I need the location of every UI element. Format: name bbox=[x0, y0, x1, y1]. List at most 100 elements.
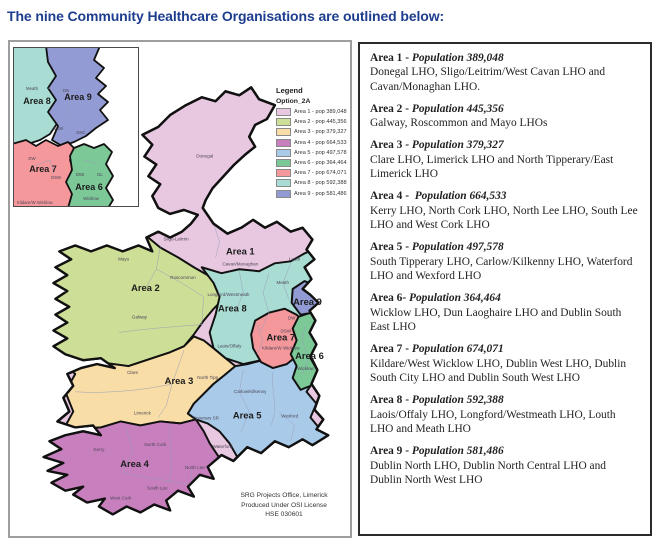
page-title: The nine Community Healthcare Organisati… bbox=[7, 8, 445, 24]
area-entry-name: Area 6 bbox=[370, 292, 403, 305]
map-county-label: Mayo bbox=[118, 256, 130, 261]
legend-item: Area 6 - pop 364,464 bbox=[276, 158, 350, 167]
area-entry-name: Area 2 bbox=[370, 102, 403, 115]
area-entry-description: Kildare/West Wicklow LHO, Dublin West LH… bbox=[370, 357, 627, 385]
area-entry-population: Population 497,578 bbox=[411, 241, 504, 254]
map-county-label: Wexford bbox=[281, 413, 298, 418]
map-attribution: SRG Projects Office, Limerick Produced Un… bbox=[226, 491, 342, 520]
map-county-label: Kerry bbox=[94, 447, 106, 452]
area-entry-separator: - bbox=[402, 394, 412, 407]
map-county-label: Laois/Offaly bbox=[217, 343, 242, 348]
area-entry-description: Kerry LHO, North Cork LHO, North Lee LHO… bbox=[370, 204, 638, 232]
dublin-inset-map: Meath DN DNW DNC DW DSW DSE DL Wicklow Kildare/W … bbox=[11, 45, 139, 209]
area-entry-separator: - bbox=[402, 343, 412, 356]
area-entry-description: Galway, Roscommon and Mayo LHOs bbox=[370, 117, 548, 130]
map-county-label: Waterford bbox=[213, 444, 233, 449]
area-entry-separator: - bbox=[402, 292, 410, 305]
area-info-panel: Area 1 - Population 389,048 Donegal LHO, … bbox=[358, 42, 652, 536]
area-entry: Area 9 - Population 581,486 Dublin North … bbox=[370, 444, 640, 487]
area-entry: Area 1 - Population 389,048 Donegal LHO, … bbox=[370, 51, 640, 94]
area-entry-description: South Tipperary LHO, Carlow/Kilkenny LHO… bbox=[370, 255, 633, 283]
area-entry: Area 3 - Population 379,327 Clare LHO, Li… bbox=[370, 138, 640, 181]
area-entry-name: Area 3 bbox=[370, 139, 403, 152]
legend-label: Area 3 - pop 379,327 bbox=[294, 129, 347, 136]
area-entry-heading: Area 2 - Population 445,356 bbox=[370, 102, 640, 116]
area-entry-name: Area 7 bbox=[370, 343, 403, 356]
map-county-label: Wicklow bbox=[297, 366, 314, 371]
legend-label: Area 4 - pop 664,533 bbox=[294, 139, 347, 146]
map-area-label: Area 6 bbox=[295, 351, 324, 361]
area-entry-heading: Area 4 - Population 664,533 bbox=[370, 189, 640, 203]
legend-label: Area 5 - pop 497,578 bbox=[294, 149, 347, 156]
area-entry: Area 5 - Population 497,578 South Tippera… bbox=[370, 240, 640, 283]
area-entry: Area 8 - Population 592,388 Laois/Offaly … bbox=[370, 393, 640, 436]
inset-area-label: Area 6 bbox=[75, 182, 103, 192]
area-entry-heading: Area 5 - Population 497,578 bbox=[370, 240, 640, 254]
legend-swatch bbox=[276, 108, 291, 116]
map-county-label: Clare bbox=[127, 370, 138, 375]
legend-swatch bbox=[276, 148, 291, 157]
ireland-map: Donegal Sligo-Leitrim Cavan/Monaghan Mayo Ro… bbox=[42, 86, 330, 516]
legend-item: Area 9 - pop 581,486 bbox=[276, 189, 350, 198]
inset-small-label: Wicklow bbox=[83, 196, 100, 201]
area-entry-separator: - bbox=[402, 102, 412, 115]
map-county-label: Cavan/Monaghan bbox=[222, 261, 258, 266]
map-county-labels: Donegal Sligo-Leitrim Cavan/Monaghan Mayo Ro… bbox=[94, 154, 315, 501]
area-entry-description: Wicklow LHO, Dun Laoghaire LHO and Dubli… bbox=[370, 306, 622, 334]
area-entry-name: Area 4 bbox=[370, 190, 403, 203]
map-county-label: Galway bbox=[132, 315, 148, 320]
map-county-label: West Cork bbox=[110, 496, 132, 501]
map-figure: Donegal Sligo-Leitrim Cavan/Monaghan Mayo Ro… bbox=[8, 40, 352, 538]
legend-label: Area 9 - pop 581,486 bbox=[294, 190, 347, 197]
legend-swatch bbox=[276, 189, 291, 198]
area-entry-separator: - bbox=[402, 190, 415, 203]
map-county-label: South Lee bbox=[147, 486, 168, 491]
map-county-label: Meath bbox=[276, 280, 289, 285]
inset-region-area-6 bbox=[65, 143, 114, 209]
area-entry-description: Dublin North LHO, Dublin North Central L… bbox=[370, 459, 607, 487]
area-entry-population: Population 581,486 bbox=[411, 445, 504, 458]
legend-items: Area 1 - pop 389,048 Area 2 - pop 445,356… bbox=[276, 108, 350, 198]
area-entry-population: Population 592,388 bbox=[411, 394, 504, 407]
legend-label: Area 7 - pop 674,071 bbox=[294, 170, 347, 177]
area-entry-population: Population 674,071 bbox=[411, 343, 504, 356]
area-entry-separator: - bbox=[402, 445, 412, 458]
area-entry-population: Population 379,327 bbox=[411, 139, 504, 152]
inset-small-label: Kildare/W Wicklow bbox=[17, 200, 53, 205]
area-entry-name: Area 8 bbox=[370, 394, 403, 407]
legend-item: Area 1 - pop 389,048 bbox=[276, 108, 350, 116]
legend-item: Area 3 - pop 379,327 bbox=[276, 128, 350, 137]
legend-label: Area 1 - pop 389,048 bbox=[294, 109, 347, 115]
legend-item: Area 7 - pop 674,071 bbox=[276, 169, 350, 178]
area-entry-heading: Area 3 - Population 379,327 bbox=[370, 138, 640, 152]
attribution-line: HSE 030601 bbox=[265, 511, 303, 519]
map-legend: Legend Option_2A Area 1 - pop 389,048 Are… bbox=[276, 86, 350, 200]
area-entry: Area 2 - Population 445,356 Galway, Rosco… bbox=[370, 102, 640, 131]
attribution-line: Produced Under OSI License bbox=[241, 501, 327, 509]
legend-subtitle: Option_2A bbox=[276, 98, 311, 105]
inset-small-label: DN bbox=[63, 88, 69, 93]
area-entry: Area 7 - Population 674,071 Kildare/West … bbox=[370, 342, 640, 385]
inset-region-area-9 bbox=[45, 45, 109, 147]
lho-boundaries bbox=[75, 223, 309, 485]
legend-swatch bbox=[276, 118, 291, 127]
legend-title: Legend bbox=[276, 86, 303, 95]
map-county-label: DSW bbox=[280, 328, 291, 333]
inset-area-label: Area 9 bbox=[64, 92, 92, 102]
inset-small-labels: Meath DN DNW DNC DW DSW DSE DL Wicklow Kildare/W … bbox=[17, 86, 103, 205]
dublin-inset-svg: Meath DN DNW DNC DW DSW DSE DL Wicklow Kildare/W … bbox=[11, 45, 114, 209]
map-county-label: North Lee bbox=[185, 465, 205, 470]
map-area-label: Area 7 bbox=[266, 332, 295, 342]
legend-label: Area 6 - pop 364,464 bbox=[294, 159, 347, 166]
area-entry-name: Area 9 bbox=[370, 445, 403, 458]
legend-swatch bbox=[276, 128, 291, 137]
area-entry-description: Laois/Offaly LHO, Longford/Westmeath LHO… bbox=[370, 408, 616, 436]
area-entry-population: Population 445,356 bbox=[411, 102, 504, 115]
attribution-line: SRG Projects Office, Limerick bbox=[240, 492, 328, 500]
area-entry-separator: - bbox=[402, 241, 412, 254]
legend-item: Area 5 - pop 497,578 bbox=[276, 148, 350, 157]
area-entry-name: Area 1 bbox=[370, 52, 403, 64]
area-entry: Area 4 - Population 664,533 Kerry LHO, No… bbox=[370, 189, 640, 232]
inset-small-label: DNC bbox=[76, 130, 85, 135]
inset-area-label: Area 7 bbox=[29, 164, 57, 174]
